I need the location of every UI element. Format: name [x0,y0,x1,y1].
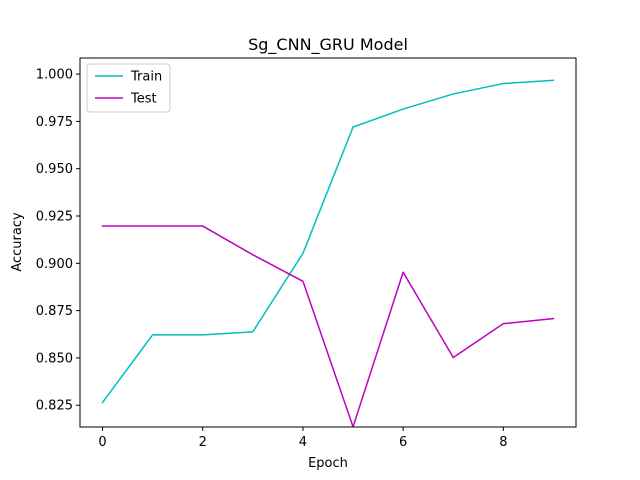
axes-layer: 0 2 4 6 8 0.825 0.850 0.875 0.900 0.925 0.950 0.975… [36,57,577,450]
y-tick-label: 0.875 [36,304,73,319]
x-tick-label: 6 [399,435,407,450]
x-tick-label: 8 [499,435,507,450]
y-tick-label: 1.000 [36,68,73,83]
x-tick-label: 2 [199,435,207,450]
y-axis-label: Accuracy [10,212,25,272]
series-line-train [101,79,555,404]
y-tick-label: 0.925 [36,210,73,225]
legend-label-test: Test [130,92,157,107]
x-axis-label: Epoch [308,456,348,471]
series-line-test [101,225,555,428]
x-tick-label: 0 [98,435,106,450]
y-tick-label: 0.900 [36,257,73,272]
series-layer [101,79,555,428]
plot-frame [79,57,577,428]
y-tick-label: 0.975 [36,115,73,130]
legend: Train Test [86,63,171,113]
legend-label-train: Train [130,70,162,85]
y-tick-label: 0.950 [36,162,73,177]
x-tick-label: 4 [299,435,307,450]
plot-area [80,58,576,427]
y-tick-label: 0.825 [36,399,73,414]
chart-title: Sg_CNN_GRU Model [248,35,408,55]
y-tick-label: 0.850 [36,351,73,366]
